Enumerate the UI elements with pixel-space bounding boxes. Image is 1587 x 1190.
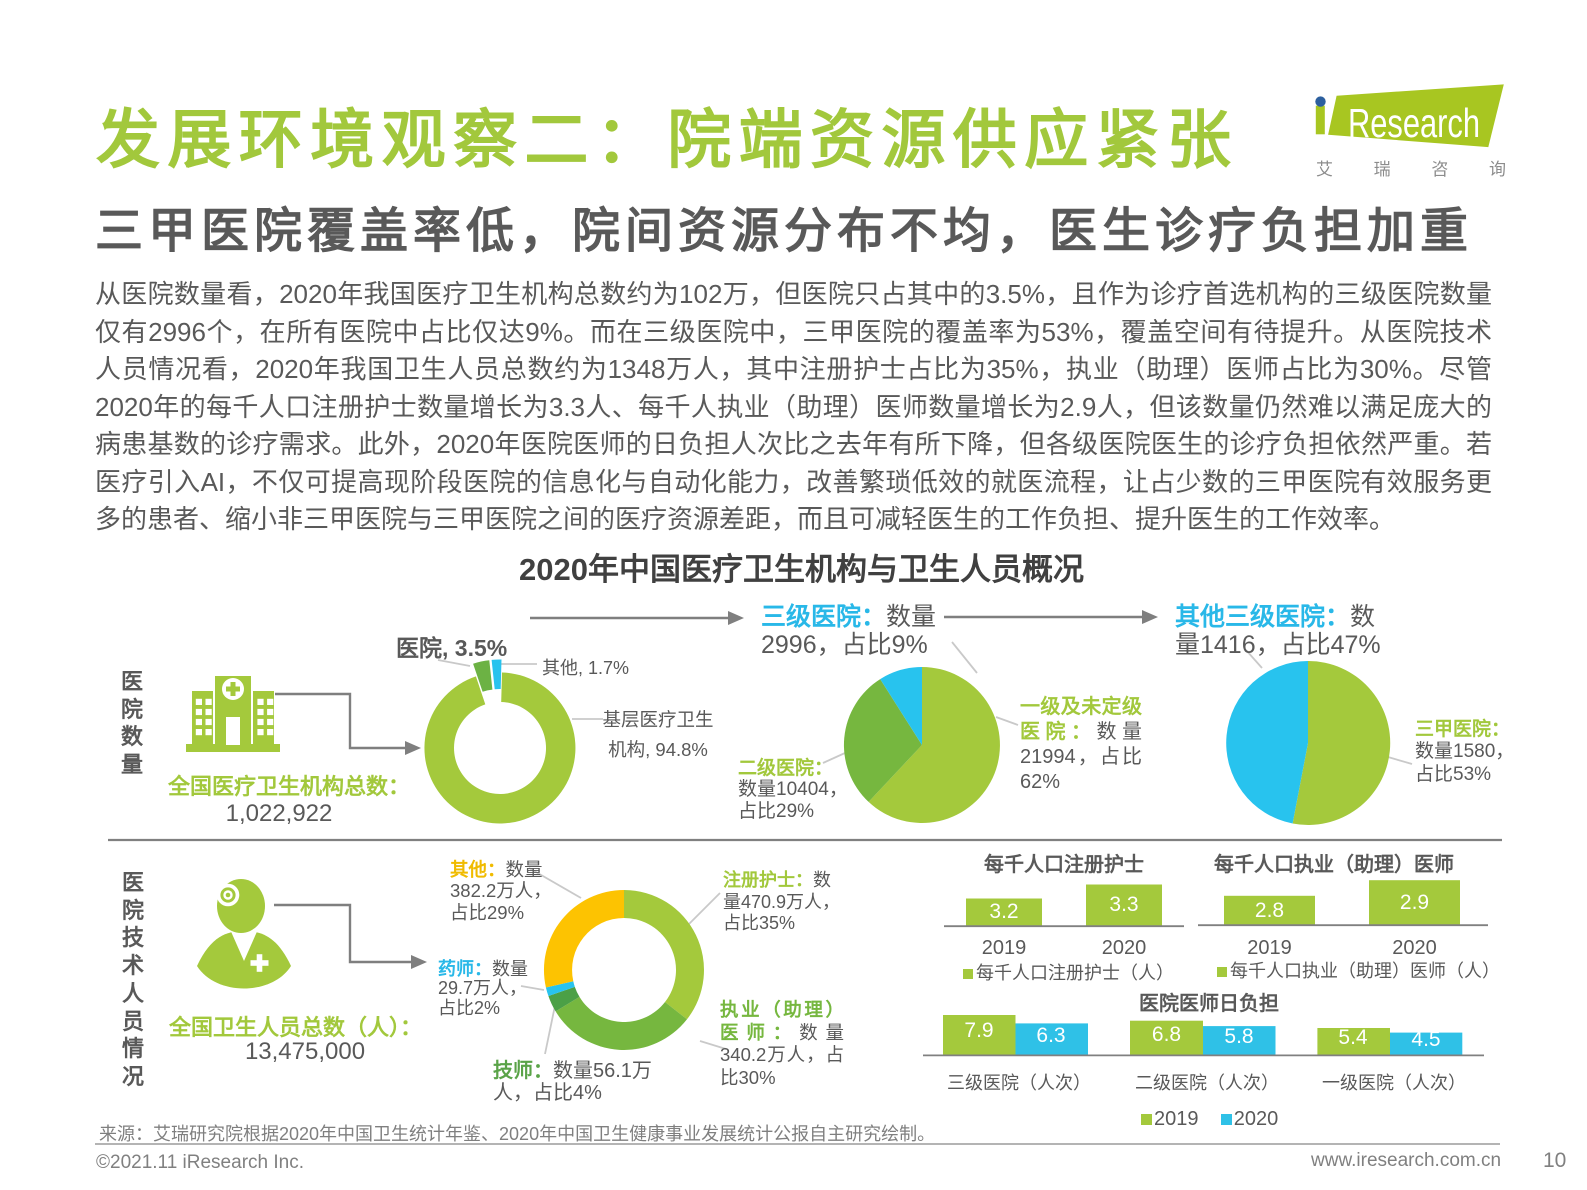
svg-text:Research: Research bbox=[1348, 100, 1480, 146]
